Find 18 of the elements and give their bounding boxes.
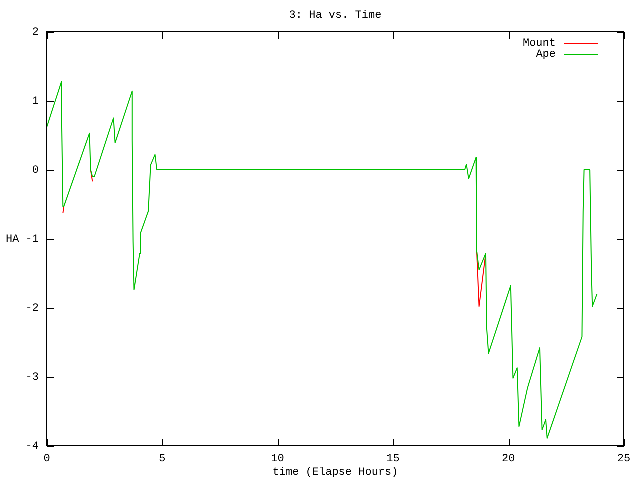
x-tick-label: 0 bbox=[44, 454, 50, 466]
y-tick-label: 1 bbox=[32, 96, 40, 108]
y-tick-label: -1 bbox=[26, 234, 40, 246]
y-tick-label: -3 bbox=[26, 372, 39, 384]
legend-label: Mount bbox=[522, 38, 556, 50]
legend-label: Ape bbox=[536, 48, 556, 61]
chart-title: 3: Ha vs. Time bbox=[289, 10, 382, 22]
x-tick-label: 10 bbox=[271, 454, 284, 466]
y-tick-label: 0 bbox=[32, 164, 39, 177]
x-tick-label: 15 bbox=[386, 454, 400, 466]
x-tick-label: 20 bbox=[502, 454, 516, 466]
y-tick-label: -2 bbox=[26, 302, 39, 315]
y-tick-label: 2 bbox=[32, 26, 39, 39]
x-axis-title: time (Elapse Hours) bbox=[272, 466, 398, 479]
x-tick-label: 25 bbox=[617, 454, 631, 466]
x-tick-label: 5 bbox=[159, 454, 166, 466]
y-axis-title: HA bbox=[6, 234, 20, 246]
y-tick-label: -4 bbox=[26, 440, 40, 453]
